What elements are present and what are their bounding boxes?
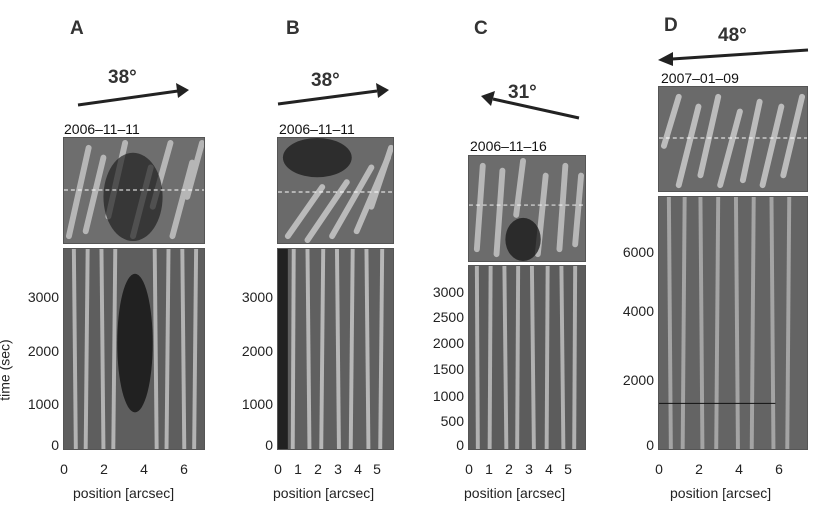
direction-arrow-icon xyxy=(481,91,580,120)
y-tick-label: 1000 xyxy=(241,396,273,412)
x-tick-label: 0 xyxy=(274,461,282,477)
y-tick-label: 6000 xyxy=(622,244,654,260)
x-tick-label: 5 xyxy=(564,461,572,477)
context-image xyxy=(277,137,394,244)
x-tick-label: 6 xyxy=(775,461,783,477)
context-image xyxy=(468,155,586,262)
observation-date: 2007–01–09 xyxy=(661,70,739,86)
x-axis-label: position [arcsec] xyxy=(464,485,566,501)
x-tick-label: 0 xyxy=(465,461,473,477)
x-tick-label: 5 xyxy=(373,461,381,477)
y-tick-label: 2000 xyxy=(241,343,273,359)
panel-letter: D xyxy=(664,15,678,36)
y-tick-label: 2000 xyxy=(622,372,654,388)
y-tick-label: 500 xyxy=(440,413,464,429)
x-tick-label: 3 xyxy=(525,461,533,477)
x-tick-label: 2 xyxy=(100,461,108,477)
x-tick-label: 2 xyxy=(505,461,513,477)
observation-date: 2006–11–11 xyxy=(279,121,355,137)
time-slice-image xyxy=(63,248,205,450)
time-slice-image xyxy=(658,196,808,450)
x-tick-label: 0 xyxy=(655,461,663,477)
x-tick-label: 4 xyxy=(140,461,148,477)
x-tick-label: 4 xyxy=(545,461,553,477)
x-tick-label: 1 xyxy=(294,461,302,477)
x-tick-label: 1 xyxy=(485,461,493,477)
x-tick-label: 2 xyxy=(695,461,703,477)
panel-letter: C xyxy=(474,18,488,39)
y-tick-label: 0 xyxy=(51,437,59,453)
time-slice-image xyxy=(468,265,586,450)
x-axis-label: position [arcsec] xyxy=(73,485,175,501)
y-tick-label: 3000 xyxy=(432,284,464,300)
y-tick-label: 2000 xyxy=(432,335,464,351)
angle-label: 38° xyxy=(108,67,137,88)
x-axis-label: position [arcsec] xyxy=(670,485,772,501)
x-tick-label: 0 xyxy=(60,461,68,477)
angle-label: 38° xyxy=(311,70,340,91)
y-axis-label: time (sec) xyxy=(0,339,13,401)
context-image xyxy=(63,137,205,244)
y-tick-label: 0 xyxy=(456,437,464,453)
y-tick-label: 3000 xyxy=(241,289,273,305)
time-slice-image xyxy=(277,248,394,450)
y-tick-label: 4000 xyxy=(622,303,654,319)
y-tick-label: 0 xyxy=(646,437,654,453)
y-tick-label: 1500 xyxy=(432,361,464,377)
y-tick-label: 0 xyxy=(265,437,273,453)
observation-date: 2006–11–11 xyxy=(64,121,140,137)
x-axis-label: position [arcsec] xyxy=(273,485,375,501)
context-image xyxy=(658,86,808,192)
x-tick-label: 4 xyxy=(354,461,362,477)
y-tick-label: 3000 xyxy=(27,289,59,305)
direction-arrow-icon xyxy=(277,83,389,106)
panel-letter: B xyxy=(286,18,300,39)
direction-arrow-icon xyxy=(77,83,189,107)
x-tick-label: 3 xyxy=(334,461,342,477)
direction-arrow-icon xyxy=(658,48,809,66)
y-tick-label: 1000 xyxy=(432,388,464,404)
x-tick-label: 2 xyxy=(314,461,322,477)
observation-date: 2006–11–16 xyxy=(470,138,547,154)
y-tick-label: 2000 xyxy=(27,343,59,359)
panel-letter: A xyxy=(70,18,84,39)
x-tick-label: 6 xyxy=(180,461,188,477)
angle-label: 48° xyxy=(718,25,747,46)
y-tick-label: 1000 xyxy=(27,396,59,412)
x-tick-label: 4 xyxy=(735,461,743,477)
y-tick-label: 2500 xyxy=(432,309,464,325)
angle-label: 31° xyxy=(508,82,537,103)
